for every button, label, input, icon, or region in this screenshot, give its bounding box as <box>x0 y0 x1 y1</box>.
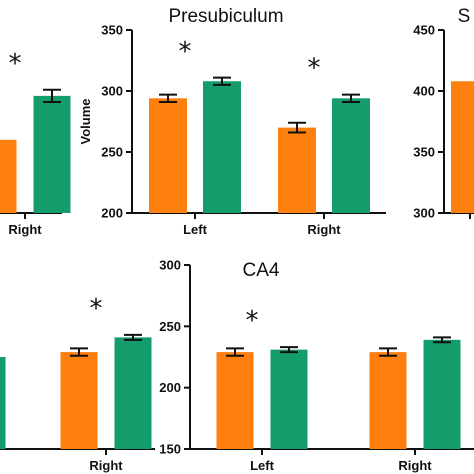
significance-star: * <box>90 294 103 324</box>
y-tick-label: 300 <box>101 84 123 99</box>
category-label: Right <box>307 222 341 237</box>
y-tick-label: 350 <box>413 145 435 160</box>
panel-title: CA4 <box>243 260 280 281</box>
category-label: Right <box>398 458 432 473</box>
panel-title: S <box>458 6 471 27</box>
significance-star: * <box>308 54 321 84</box>
bar <box>451 81 474 214</box>
bar <box>60 352 98 449</box>
bar <box>0 357 6 449</box>
chart-panel-1: Right * <box>0 49 71 237</box>
y-tick-label: 350 <box>101 23 123 38</box>
bar <box>0 139 17 213</box>
significance-star: * <box>9 49 22 79</box>
y-tick-label: 250 <box>159 319 181 334</box>
category-label: Left <box>250 458 275 473</box>
panel-title: Presubiculum <box>168 6 283 27</box>
category-label: Right <box>8 222 42 237</box>
y-tick-label: 200 <box>101 206 123 221</box>
y-tick-label: 150 <box>159 442 181 457</box>
chart-panel-5: CA4 150 200 250 300 Left * Right <box>159 258 474 473</box>
y-tick-label: 200 <box>159 380 181 395</box>
bar <box>114 337 152 449</box>
y-tick-label: 250 <box>101 145 123 160</box>
bar <box>33 95 71 213</box>
bar <box>369 352 407 449</box>
bar <box>423 339 461 449</box>
bar <box>203 81 241 214</box>
bar <box>278 127 316 213</box>
chart-panel-4: Right * <box>0 294 155 473</box>
bar <box>332 98 370 213</box>
chart-panel-3: S 300 350 400 450 <box>413 6 474 221</box>
y-tick-label: 400 <box>413 84 435 99</box>
chart-panel-2: Presubiculum 200 250 300 350 Volume Left * Right… <box>78 6 386 237</box>
bar <box>149 98 187 213</box>
bar <box>216 352 254 449</box>
y-tick-label: 300 <box>159 258 181 273</box>
y-axis-title: Volume <box>78 99 93 145</box>
category-label: Left <box>183 222 208 237</box>
significance-star: * <box>179 37 192 67</box>
bar <box>270 349 308 449</box>
category-label: Right <box>89 458 123 473</box>
significance-star: * <box>246 306 259 336</box>
y-tick-label: 450 <box>413 23 435 38</box>
y-tick-label: 300 <box>413 206 435 221</box>
